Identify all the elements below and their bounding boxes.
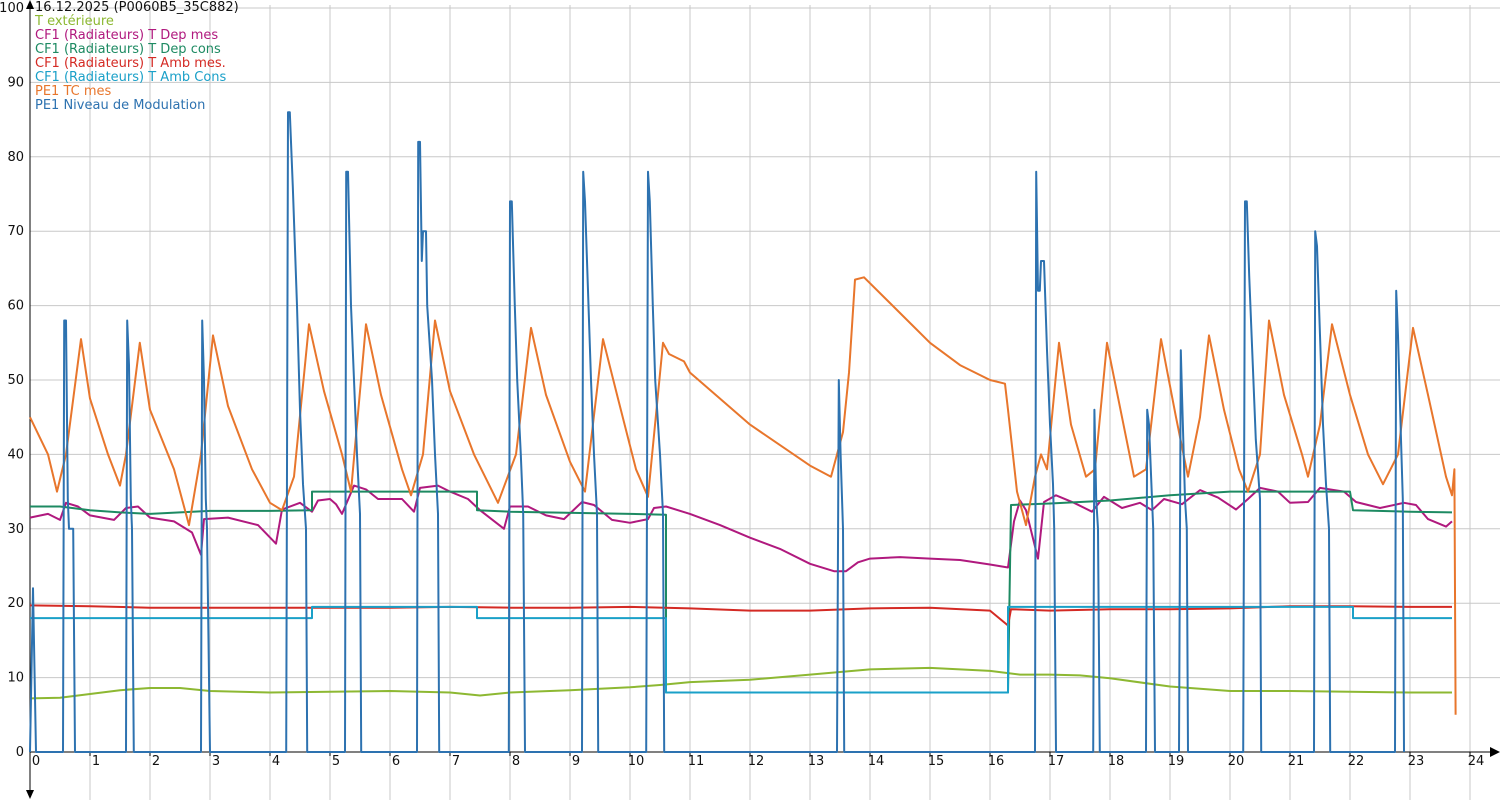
x-tick-label: 19 — [1168, 754, 1185, 769]
x-tick-label: 3 — [212, 754, 220, 769]
x-tick-label: 9 — [572, 754, 580, 769]
series-line-1 — [29, 484, 1453, 573]
x-tick-label: 17 — [1048, 754, 1065, 769]
y-tick-label: 40 — [7, 447, 24, 462]
series-line-5 — [29, 276, 1457, 715]
x-tick-label: 14 — [868, 754, 885, 769]
y-tick-label: 90 — [7, 75, 24, 90]
y-tick-label: 30 — [7, 522, 24, 537]
y-tick-label: 80 — [7, 150, 24, 165]
legend-entry-tc-mes: PE1 TC mes — [35, 84, 112, 99]
x-tick-label: 0 — [32, 754, 40, 769]
x-tick-label: 1 — [92, 754, 100, 769]
x-tick-label: 10 — [628, 754, 645, 769]
y-tick-label: 10 — [7, 671, 24, 686]
x-tick-labels: 0 1 2 3 4 5 6 7 8 9 10 11 12 13 14 15 16 17 18 19 20 21 22 23 24 — [29, 752, 1485, 769]
x-tick-label: 20 — [1228, 754, 1245, 769]
legend-entry-t-dep-cons: CF1 (Radiateurs) T Dep cons — [35, 42, 221, 57]
legend-entry-t-amb-cons: CF1 (Radiateurs) T Amb Cons — [35, 70, 227, 85]
legend: 16.12.2025 (P0060B5_35C882) T extérieure… — [35, 1, 239, 113]
x-tick-label: 15 — [928, 754, 945, 769]
y-tick-label: 70 — [7, 224, 24, 239]
x-tick-label: 13 — [808, 754, 825, 769]
y-tick-labels: 0 10 20 30 40 50 60 70 80 90 100 — [0, 1, 24, 760]
series-line-6 — [29, 111, 1405, 753]
grid-lines — [30, 5, 1500, 800]
x-tick-label: 8 — [512, 754, 520, 769]
legend-entry-niveau-modulation: PE1 Niveau de Modulation — [35, 98, 206, 113]
series-lines — [29, 111, 1457, 753]
x-tick-label: 16 — [988, 754, 1005, 769]
x-tick-label: 5 — [332, 754, 340, 769]
y-tick-label: 60 — [7, 299, 24, 314]
y-tick-label: 0 — [16, 745, 24, 760]
y-tick-label: 20 — [7, 596, 24, 611]
x-tick-label: 21 — [1288, 754, 1305, 769]
y-tick-label: 50 — [7, 373, 24, 388]
chart-title: 16.12.2025 (P0060B5_35C882) — [35, 0, 239, 15]
x-tick-label: 12 — [748, 754, 765, 769]
series-line-2 — [30, 490, 1453, 694]
series-line-0 — [29, 666, 1452, 700]
legend-entry-t-exterieure: T extérieure — [35, 14, 114, 29]
x-tick-label: 23 — [1408, 754, 1425, 769]
x-tick-label: 2 — [152, 754, 160, 769]
x-tick-label: 6 — [392, 754, 400, 769]
legend-entry-t-dep-mes: CF1 (Radiateurs) T Dep mes — [35, 28, 219, 43]
series-line-3 — [29, 604, 1452, 627]
series-line-4 — [30, 605, 1452, 694]
x-axis-arrow-icon — [1490, 747, 1500, 757]
x-tick-label: 4 — [272, 754, 280, 769]
x-tick-label: 24 — [1468, 754, 1485, 769]
x-tick-label: 18 — [1108, 754, 1125, 769]
x-tick-label: 22 — [1348, 754, 1365, 769]
x-tick-label: 7 — [452, 754, 460, 769]
y-axis-down-arrow-icon — [26, 790, 34, 799]
y-tick-label: 100 — [0, 1, 24, 16]
legend-entry-t-amb-mes: CF1 (Radiateurs) T Amb mes. — [35, 56, 226, 71]
y-axis-arrow-icon — [26, 0, 34, 9]
x-tick-label: 11 — [688, 754, 705, 769]
